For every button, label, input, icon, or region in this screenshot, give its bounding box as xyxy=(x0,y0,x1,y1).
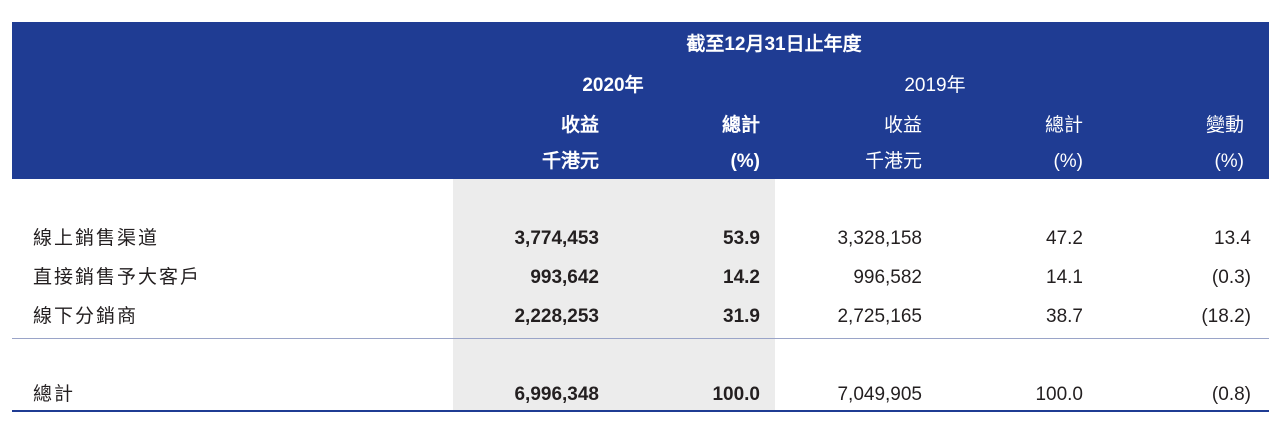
total-rev-2020: 6,996,348 xyxy=(514,384,599,405)
cell-pct-2020: 53.9 xyxy=(723,228,760,249)
cell-change: 13.4 xyxy=(1214,228,1251,249)
total-change: (0.8) xyxy=(1211,384,1251,405)
total-pct-2020: 100.0 xyxy=(712,384,760,405)
unit-2020-revenue: 千港元 xyxy=(541,151,599,172)
row-label-total: 總計 xyxy=(33,384,76,405)
cell-change: (18.2) xyxy=(1201,306,1251,327)
current-year-shading xyxy=(453,179,775,412)
cell-pct-2019: 14.1 xyxy=(1046,267,1083,288)
table-header-band xyxy=(12,22,1269,179)
cell-rev-2019: 2,725,165 xyxy=(837,306,922,327)
cell-pct-2020: 31.9 xyxy=(723,306,760,327)
cell-pct-2019: 38.7 xyxy=(1046,306,1083,327)
cell-rev-2019: 3,328,158 xyxy=(837,228,922,249)
year-2019-heading: 2019年 xyxy=(904,75,966,96)
cell-rev-2020: 993,642 xyxy=(530,267,599,288)
cell-rev-2019: 996,582 xyxy=(853,267,922,288)
cell-change: (0.3) xyxy=(1211,267,1251,288)
year-2020-heading: 2020年 xyxy=(582,75,644,96)
total-rev-2019: 7,049,905 xyxy=(837,384,922,405)
cell-rev-2020: 2,228,253 xyxy=(514,306,599,327)
period-heading: 截至12月31日止年度 xyxy=(686,34,862,55)
change-heading: 變動 xyxy=(1205,115,1244,136)
revenue-2020-heading: 收益 xyxy=(560,115,599,136)
unit-2020-percent: (%) xyxy=(730,151,760,172)
row-label-direct-sales: 直接銷售予大客戶 xyxy=(33,267,202,288)
row-label-online: 線上銷售渠道 xyxy=(33,228,160,249)
unit-2019-revenue: 千港元 xyxy=(864,151,922,172)
subtotal-divider xyxy=(12,338,1269,339)
unit-change-percent: (%) xyxy=(1214,151,1244,172)
total-pct-2019: 100.0 xyxy=(1035,384,1083,405)
total-2020-heading: 總計 xyxy=(721,115,760,136)
total-2019-heading: 總計 xyxy=(1044,115,1083,136)
row-label-offline-distributors: 線下分銷商 xyxy=(33,306,139,327)
cell-pct-2019: 47.2 xyxy=(1046,228,1083,249)
revenue-2019-heading: 收益 xyxy=(883,115,922,136)
cell-pct-2020: 14.2 xyxy=(723,267,760,288)
cell-rev-2020: 3,774,453 xyxy=(514,228,599,249)
unit-2019-percent: (%) xyxy=(1053,151,1083,172)
table-bottom-rule xyxy=(12,410,1269,412)
